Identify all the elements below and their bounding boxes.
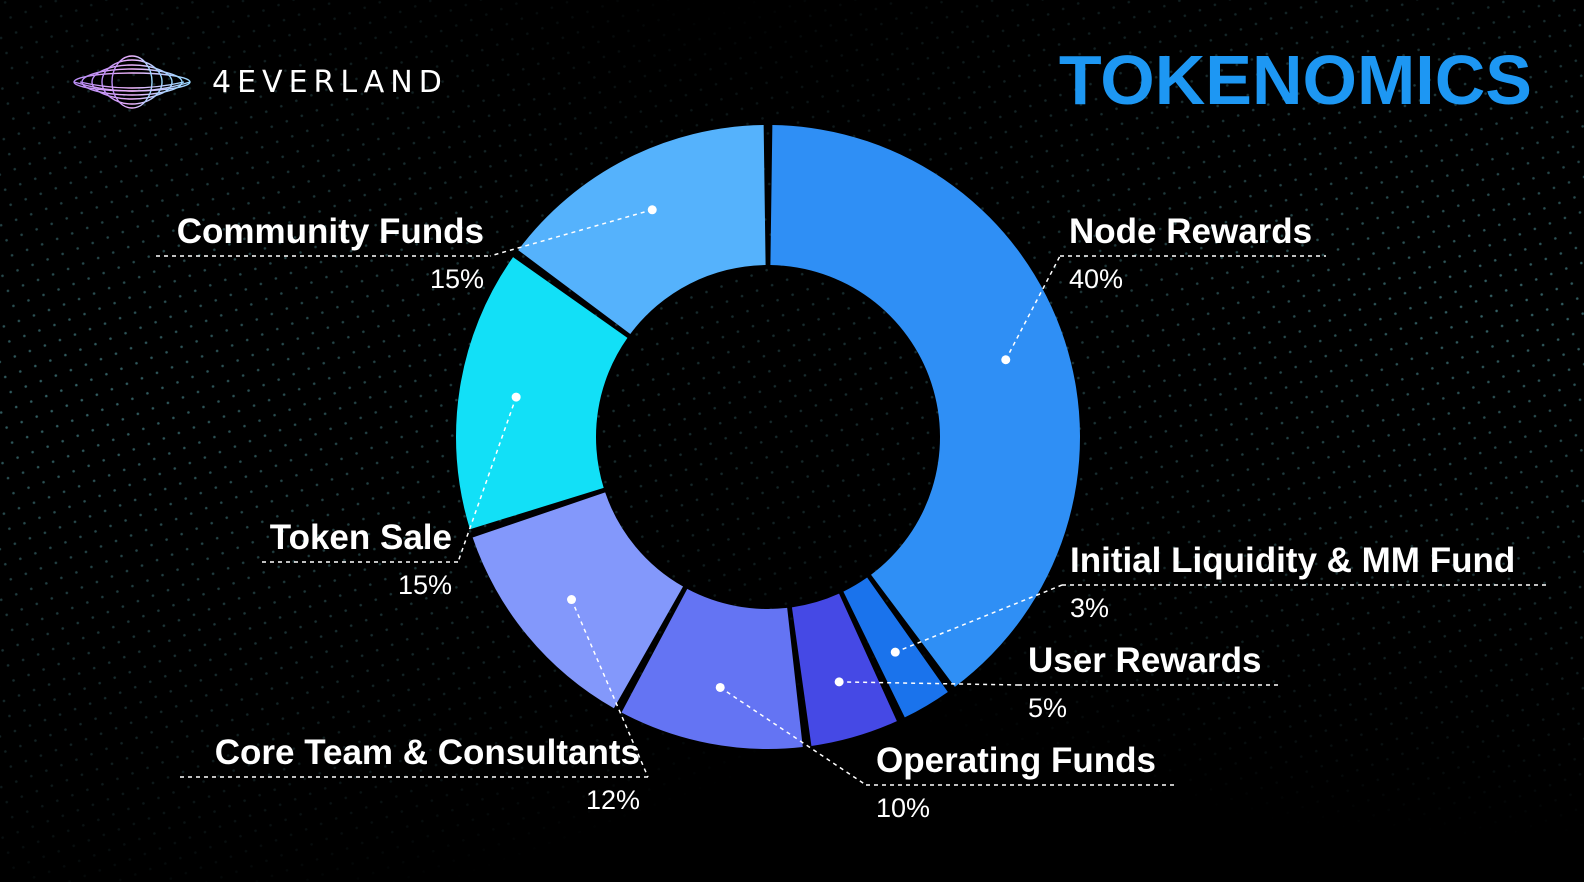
- saucer-swirl-logo-icon: [73, 55, 191, 109]
- leader-line-core-team-and-consultants: [570, 599, 649, 778]
- slice-label-node-rewards: Node Rewards: [1069, 212, 1313, 251]
- slice-label-core-team-and-consultants: Core Team & Consultants: [214, 733, 640, 772]
- slice-label-operating-funds: Operating Funds: [876, 741, 1156, 780]
- leader-line-node-rewards: [1005, 255, 1061, 361]
- marker-dot-core-team-and-consultants: [567, 595, 577, 605]
- marker-dot-initial-liquidity-and-mm-fund: [890, 647, 900, 657]
- marker-dot-user-rewards: [834, 677, 844, 687]
- marker-dot-community-funds: [647, 205, 657, 215]
- slice-label-community-funds: Community Funds: [176, 212, 484, 251]
- slice-value-operating-funds: 10%: [876, 793, 931, 823]
- slice-node-rewards: [770, 125, 1080, 687]
- slice-value-user-rewards: 5%: [1028, 693, 1068, 723]
- slice-community-funds: [518, 125, 766, 334]
- slice-token-sale: [456, 257, 628, 530]
- page-title: TOKENOMICS: [1058, 41, 1532, 119]
- slice-value-token-sale: 15%: [397, 570, 452, 600]
- slice-user-rewards: [791, 593, 897, 746]
- marker-dot-node-rewards: [1001, 355, 1011, 365]
- leader-line-operating-funds: [719, 686, 867, 786]
- brand-name: 4EVERLAND: [212, 64, 448, 100]
- slice-value-initial-liquidity-and-mm-fund: 3%: [1070, 593, 1110, 623]
- slice-value-node-rewards: 40%: [1069, 264, 1124, 294]
- marker-dot-operating-funds: [715, 682, 725, 692]
- marker-dot-token-sale: [511, 392, 521, 402]
- leader-line-token-sale: [457, 396, 517, 563]
- slice-initial-liquidity-and-mm-fund: [843, 577, 948, 718]
- slice-core-team-and-consultants: [472, 492, 684, 709]
- slice-value-community-funds: 15%: [429, 264, 484, 294]
- slice-label-user-rewards: User Rewards: [1028, 641, 1262, 680]
- slice-label-token-sale: Token Sale: [269, 518, 452, 557]
- brand-logo: 4EVERLAND: [70, 52, 448, 112]
- slice-value-core-team-and-consultants: 12%: [585, 785, 640, 815]
- leader-line-initial-liquidity-and-mm-fund: [894, 584, 1063, 653]
- slice-operating-funds: [621, 588, 803, 750]
- leader-line-user-rewards: [839, 681, 1019, 686]
- slice-label-initial-liquidity-and-mm-fund: Initial Liquidity & MM Fund: [1070, 541, 1516, 580]
